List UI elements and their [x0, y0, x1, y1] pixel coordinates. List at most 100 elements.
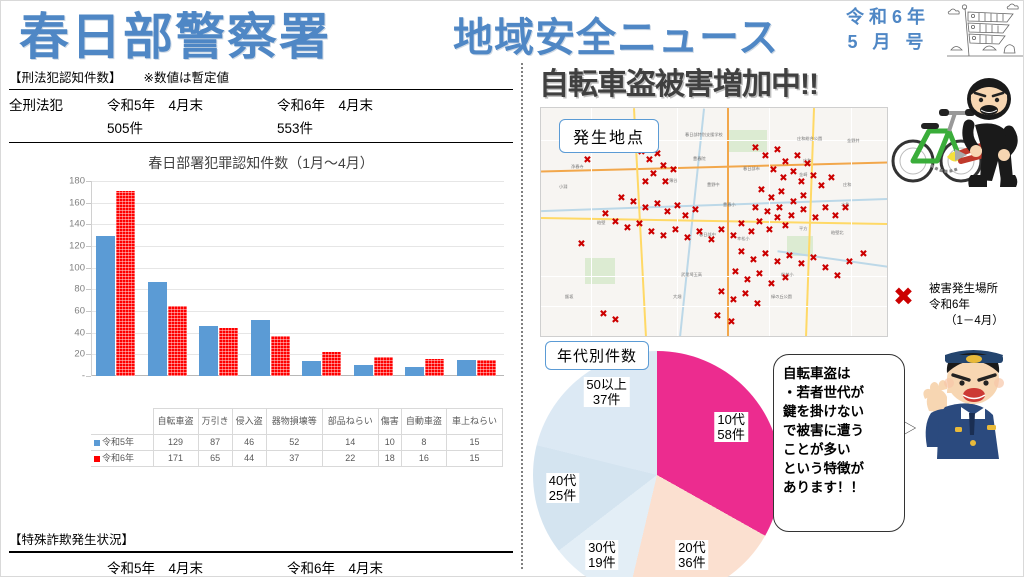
map-legend-text: 被害発生場所 令和6年 （1－4月） — [929, 281, 1004, 329]
chart-y-tick-label: 120 — [69, 240, 85, 252]
table-column-header: 万引き — [197, 408, 233, 435]
chart-y-tick-mark — [86, 354, 91, 356]
advice-line3: 鍵を掛けない — [783, 404, 864, 419]
chart-title: 春日部署犯罪認知件数（1月～4月） — [148, 155, 374, 171]
table-cell: 37 — [265, 450, 323, 467]
crime-table-bottom-rule — [9, 142, 513, 143]
chart-y-tick-mark — [86, 224, 91, 226]
chart-plot-area: - 20 40 60 80 100 120 140 160 180 — [69, 176, 505, 382]
chart-y-tick-mark — [86, 376, 91, 377]
table-cell: 87 — [197, 434, 233, 451]
crime-table-value-row: 505件 553件 — [9, 117, 513, 139]
chart-y-tick-label: 140 — [69, 218, 85, 230]
chart-y-tick-mark — [86, 246, 91, 247]
legend-line3: （1－4月） — [945, 315, 1004, 327]
chart-bar — [373, 356, 393, 376]
advice-line7: あります！！ — [783, 480, 864, 495]
table-corner-cell — [91, 409, 153, 435]
pie-slice-label: 40代 25件 — [545, 472, 580, 503]
chart-y-tick-mark — [86, 181, 91, 182]
table-cell: 14 — [321, 434, 379, 451]
fraud-stats-heading: 【特殊詐欺発生状況】 — [9, 533, 135, 547]
table-cell: 16 — [400, 450, 447, 467]
chart-gridline — [92, 332, 504, 334]
chart-gridline — [92, 181, 504, 182]
table-column-header: 自転車盗 — [152, 408, 199, 435]
chart-bar — [322, 352, 341, 376]
chart-bar — [167, 305, 187, 376]
table-row-label: 令和5年 — [91, 434, 154, 451]
chart-y-tick-label: 60 — [74, 305, 85, 317]
issue-year: 令和6年 — [845, 7, 930, 27]
fraud-table-top-rule — [9, 551, 513, 553]
chart-bar — [219, 328, 238, 376]
table-column-header: 部品ねらい — [321, 408, 379, 435]
chart-gridline — [92, 289, 504, 291]
chart-gridline — [92, 311, 504, 312]
legend-swatch — [94, 455, 100, 462]
fraud-year-prev: 令和5年 4月末 — [107, 561, 204, 576]
pie-slice-label: 10代 58件 — [714, 411, 748, 442]
chart-bar — [270, 335, 290, 376]
pie-slice-value: 37件 — [592, 392, 621, 408]
pie-slice-value: 36件 — [678, 554, 706, 570]
panel-divider — [521, 63, 523, 569]
legend-swatch — [94, 439, 100, 446]
advice-line6: という特徴が — [783, 461, 864, 476]
page-subtitle: 地域安全ニュース — [453, 16, 779, 60]
table-cell: 65 — [197, 450, 233, 467]
table-column-header: 車上ねらい — [445, 408, 504, 435]
chart-bar-group — [298, 181, 350, 376]
crime-year-curr: 令和6年 4月末 — [277, 98, 374, 113]
age-distribution-pie-chart — [533, 351, 781, 577]
chart-gridline — [92, 267, 504, 269]
chart-y-tick-label: - — [81, 370, 85, 382]
crime-count-prev: 505件 — [107, 121, 144, 136]
table-column-header: 傷害 — [377, 408, 402, 435]
pie-slice-label: 50以上 37件 — [583, 377, 630, 408]
crime-bar-chart: 春日部署犯罪認知件数（1月～4月） - 20 40 60 80 100 120 140 160 1… — [9, 149, 513, 467]
pie-slice-name: 20代 — [678, 539, 706, 555]
chart-gridline — [92, 354, 504, 356]
chart-bar — [96, 236, 115, 376]
pie-slice-value: 25件 — [548, 487, 577, 503]
table-column-header: 自動車盗 — [400, 408, 447, 435]
chart-y-tick-mark — [86, 311, 91, 312]
table-header-row: 自転車盗 万引き 侵入盗 器物損壊等 部品ねらい 傷害 自動車盗 車上ねらい — [91, 408, 504, 435]
chart-y-tick-label: 160 — [69, 197, 85, 209]
pie-slice-value: 58件 — [717, 426, 745, 442]
chart-bar — [250, 319, 270, 376]
pie-slice-name: 40代 — [548, 472, 577, 488]
table-column-header: 侵入盗 — [231, 408, 267, 435]
chart-x-axis — [92, 375, 504, 376]
table-row-label: 令和6年 — [91, 450, 154, 467]
legend-line2: 令和6年 — [929, 299, 970, 311]
table-cell: 15 — [445, 450, 504, 467]
chart-y-tick-mark — [86, 202, 91, 204]
advice-line4: で被害に遭う — [783, 423, 864, 438]
chart-gridline — [92, 224, 504, 226]
pie-slice-label: 20代 36件 — [675, 539, 709, 570]
legend-line1: 被害発生場所 — [929, 283, 998, 295]
carp-streamer-icon — [947, 3, 1023, 57]
right-panel: 自転車盗被害増加中!! 春日部特別支援学校 豊春院 庄和総合公園 金野井 — [525, 59, 1024, 577]
pie-slice-label: 30代 19件 — [585, 540, 619, 571]
chart-y-tick-mark — [86, 332, 91, 334]
crime-stats-note: ※数値は暫定値 — [143, 71, 229, 85]
chart-bar — [199, 326, 218, 376]
pie-slice-name: 30代 — [588, 540, 616, 556]
advice-line1: 自転車盗は — [783, 366, 851, 381]
table-cell: 46 — [231, 434, 267, 451]
crime-table-header-row: 全刑法犯 令和5年 4月末 令和6年 4月末 — [9, 94, 513, 116]
table-cell: 15 — [445, 434, 504, 451]
police-officer-illustration — [923, 350, 1004, 459]
chart-y-tick-label: 180 — [69, 175, 85, 187]
chart-bar — [302, 360, 321, 376]
crime-table-top-rule — [9, 89, 513, 90]
chart-bar-group — [195, 181, 247, 376]
fraud-year-curr: 令和6年 4月末 — [287, 561, 384, 576]
chart-bar-group — [453, 181, 505, 376]
left-panel: 【刑法犯認知件数】 ※数値は暫定値 全刑法犯 令和5年 4月末 令和6年 4月末 … — [1, 59, 521, 577]
table-row: 令和5年 129 87 46 52 14 10 8 15 — [91, 434, 504, 451]
chart-bar — [405, 367, 424, 376]
